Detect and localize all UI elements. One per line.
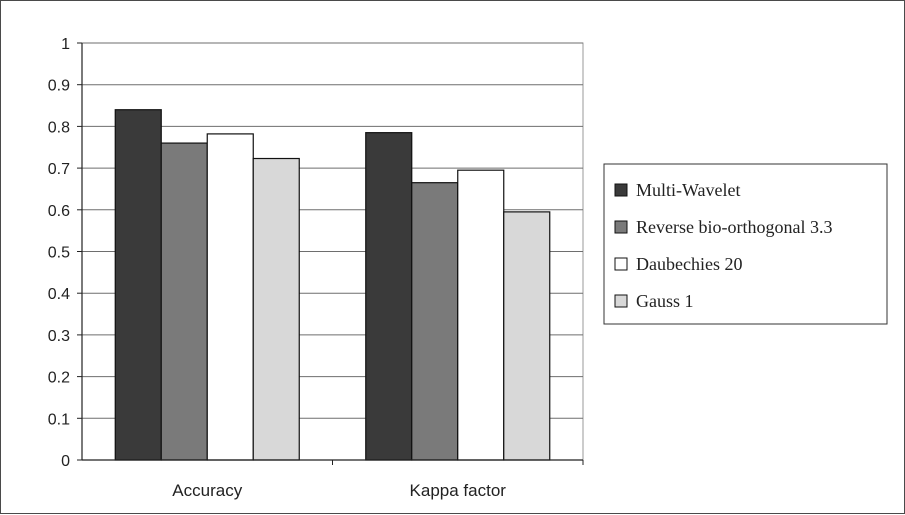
y-tick-label: 0.1 [48, 411, 70, 428]
legend-label: Daubechies 20 [636, 254, 742, 274]
y-tick-label: 0.3 [48, 328, 70, 345]
x-category-label: Accuracy [172, 481, 242, 500]
y-tick-label: 0.9 [48, 78, 70, 95]
legend-swatch [614, 183, 628, 197]
legend: Multi-Wavelet Reverse bio-orthogonal 3.3 D… [603, 163, 888, 325]
bar [503, 211, 551, 461]
bar [206, 133, 254, 461]
bar [411, 182, 459, 461]
bar [160, 142, 208, 461]
y-tick-label: 0.8 [48, 119, 70, 136]
y-tick-label: 0.6 [48, 203, 70, 220]
legend-label: Reverse bio-orthogonal 3.3 [636, 217, 832, 237]
y-axis-tick-labels: 0 0.1 0.2 0.3 0.4 0.5 0.6 0.7 0.8 0.9 1 [48, 36, 70, 470]
bar [114, 109, 162, 461]
legend-swatch [614, 257, 628, 271]
bar [457, 169, 505, 461]
legend-swatch [614, 220, 628, 234]
y-tick-label: 1 [61, 36, 70, 53]
bars [114, 109, 551, 461]
bar [252, 157, 300, 461]
y-tick-label: 0.7 [48, 161, 70, 178]
x-category-label: Kappa factor [410, 481, 507, 500]
axes [77, 42, 584, 465]
legend-label: Gauss 1 [636, 291, 694, 311]
bar [365, 132, 413, 461]
y-tick-label: 0 [61, 453, 70, 470]
x-axis-category-labels: Accuracy Kappa factor [172, 481, 506, 500]
legend-box [603, 163, 888, 325]
legend-swatch [614, 294, 628, 308]
y-tick-label: 0.4 [48, 286, 70, 303]
y-tick-label: 0.2 [48, 370, 70, 387]
legend-label: Multi-Wavelet [636, 180, 741, 200]
y-tick-label: 0.5 [48, 245, 70, 262]
